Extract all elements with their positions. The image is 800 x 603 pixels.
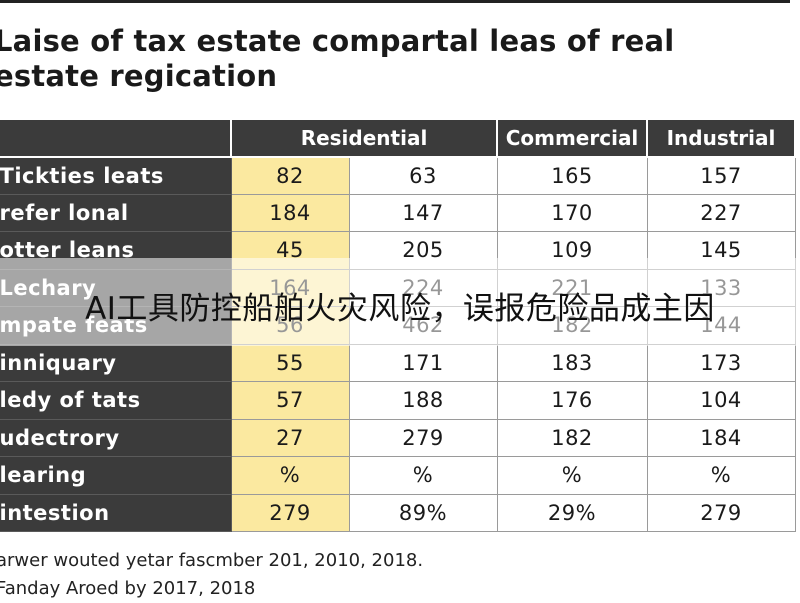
cell-residential-a: 279 [230,493,350,532]
row-label: refer lonal [0,193,232,232]
footnotes: arwer wouted yetar fascmber 201, 2010, 2… [0,547,423,603]
row-label: inniquary [0,343,232,382]
cell-commercial: % [496,456,648,495]
top-rule [0,0,790,3]
cell-industrial: % [646,456,796,495]
table-row: inniquary 55 171 183 173 [0,343,796,382]
table-row: intestion 279 89% 29% 279 [0,493,796,532]
cell-residential-b: 89% [348,493,498,532]
cell-residential-b: 188 [348,381,498,420]
table-row: ledy of tats 57 188 176 104 [0,381,796,420]
cell-residential-a: % [230,456,350,495]
cell-residential-a: 55 [230,343,350,382]
footnote-1: arwer wouted yetar fascmber 201, 2010, 2… [0,550,424,571]
cell-commercial: 182 [496,418,648,457]
cell-industrial: 279 [646,493,796,532]
cell-residential-a: 184 [230,193,350,232]
cell-commercial: 176 [496,381,648,420]
header-commercial: Commercial [496,118,648,158]
cell-commercial: 165 [496,156,648,195]
caption-banner [0,258,800,346]
cell-commercial: 29% [496,493,648,532]
cell-residential-b: 147 [348,193,498,232]
document-title: Laise of tax estate compartal leas of re… [0,24,675,93]
cell-residential-b: 63 [348,156,498,195]
overlay-caption: AI工具防控船舶火灾风险，误报危险品成主因 [85,291,715,327]
table-row: udectrory 27 279 182 184 [0,418,796,457]
cell-residential-b: 171 [348,343,498,382]
header-residential: Residential [230,118,498,158]
cell-industrial: 173 [646,343,796,382]
header-corner [0,118,232,158]
table-row: refer lonal 184 147 170 227 [0,193,796,232]
cell-industrial: 227 [646,193,796,232]
cell-commercial: 170 [496,193,648,232]
row-label: Tickties leats [0,156,232,195]
cell-industrial: 157 [646,156,796,195]
cell-residential-a: 82 [230,156,350,195]
table-row: Tickties leats 82 63 165 157 [0,156,796,195]
cell-industrial: 184 [646,418,796,457]
row-label: learing [0,456,232,495]
row-label: ledy of tats [0,381,232,420]
table-header-row: Residential Commercial Industrial [0,118,796,158]
cell-residential-b: % [348,456,498,495]
footnote-2: Fanday Aroed by 2017, 2018 [0,578,256,599]
cell-residential-b: 279 [348,418,498,457]
cell-commercial: 183 [496,343,648,382]
row-label: intestion [0,493,232,532]
table-row: learing%%%% [0,456,796,495]
cell-industrial: 104 [646,381,796,420]
row-label: udectrory [0,418,232,457]
cell-residential-a: 57 [230,381,350,420]
cell-residential-a: 27 [230,418,350,457]
header-industrial: Industrial [646,118,796,158]
